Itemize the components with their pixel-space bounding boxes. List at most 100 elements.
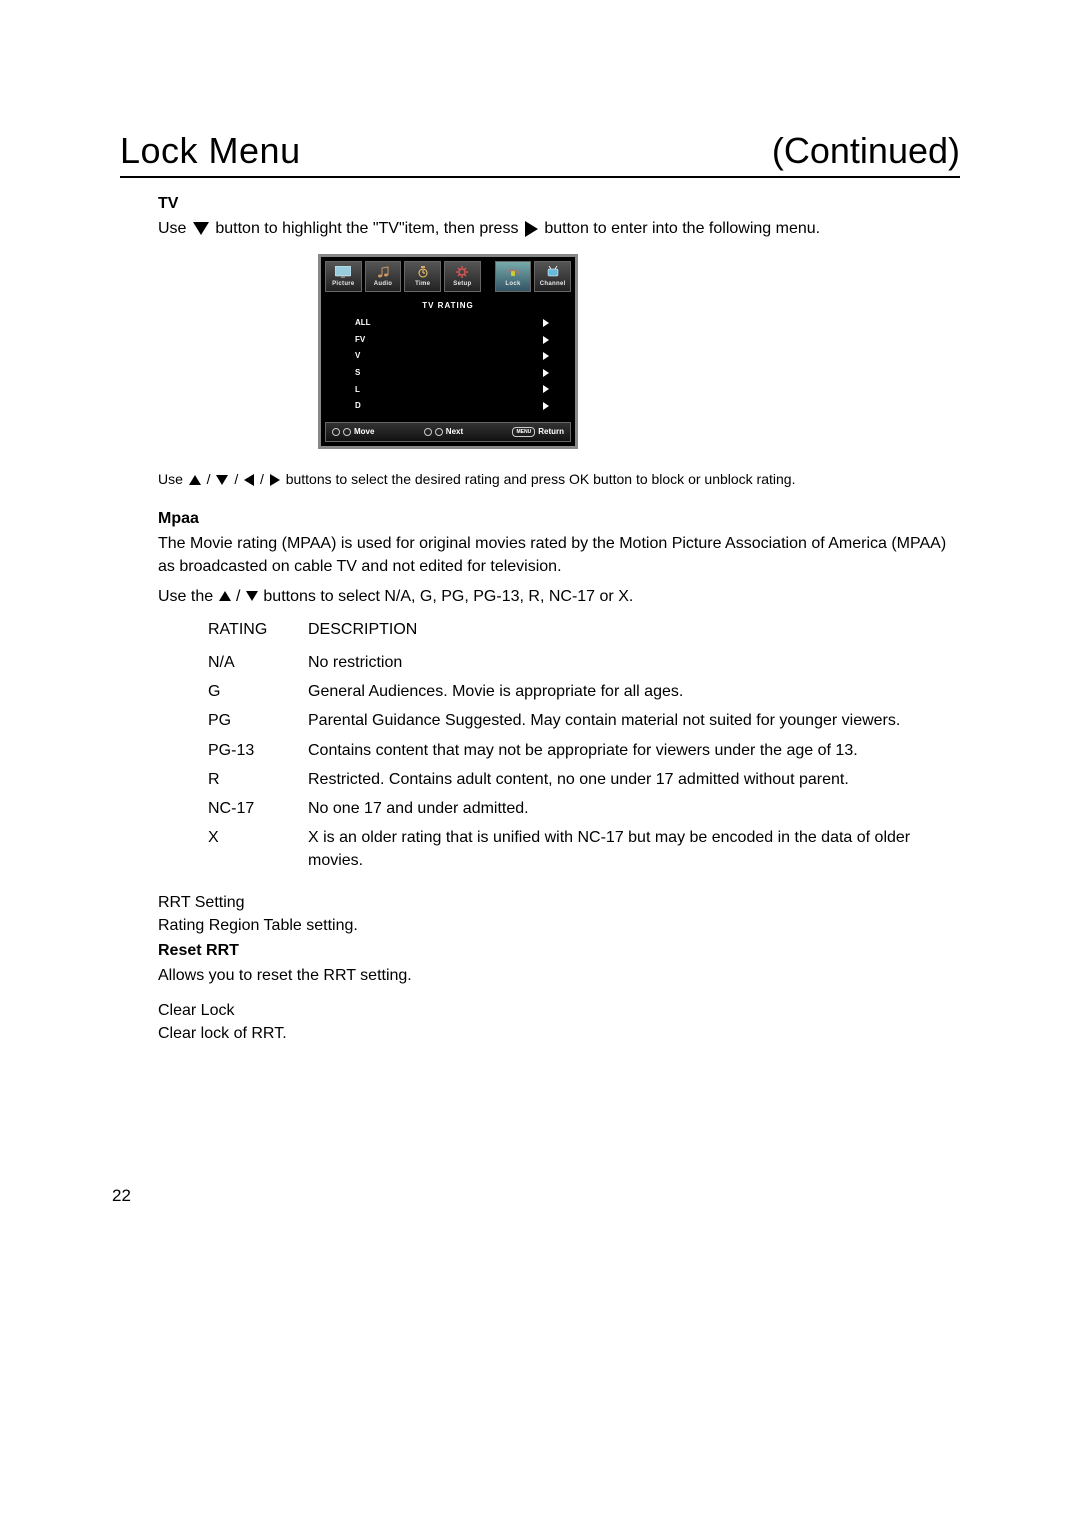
- channel-icon: [544, 265, 562, 279]
- rating-cell: NC-17: [208, 797, 308, 820]
- page-title-right: (Continued): [772, 130, 960, 172]
- osd-tab-setup: Setup: [444, 261, 481, 292]
- text: buttons to select N/A, G, PG, PG-13, R, …: [263, 588, 633, 605]
- nav-icon: [424, 428, 432, 436]
- caret-right-icon: [543, 352, 549, 360]
- rating-cell: X: [208, 826, 308, 872]
- nav-note: Use / / / buttons to select the desired …: [158, 469, 960, 489]
- audio-icon: [374, 265, 392, 279]
- osd-tab-picture: Picture: [325, 261, 362, 292]
- desc-cell: Contains content that may not be appropr…: [308, 739, 960, 762]
- text: Use: [158, 471, 183, 487]
- osd-item: L: [335, 381, 561, 398]
- ok-text: OK: [569, 471, 589, 487]
- osd-footer-move: Move: [332, 426, 374, 438]
- osd-tab-lock: Lock: [495, 261, 532, 292]
- caret-right-icon: [543, 369, 549, 377]
- mpaa-desc-1: The Movie rating (MPAA) is used for orig…: [158, 532, 960, 578]
- osd-item: S: [335, 364, 561, 381]
- down-arrow-icon: [216, 475, 228, 485]
- osd-tab-separator: [484, 261, 492, 292]
- text: Use: [158, 220, 186, 237]
- osd-footer-next: Next: [424, 426, 463, 438]
- text: Next: [446, 426, 463, 438]
- osd-screenshot: Picture Audio Time: [318, 254, 960, 448]
- osd-tab-label: Setup: [453, 280, 471, 289]
- osd-item-label: ALL: [335, 317, 371, 329]
- text: button to enter into the following menu.: [544, 220, 820, 237]
- desc-cell: X is an older rating that is unified wit…: [308, 826, 960, 872]
- rrt-desc: Rating Region Table setting.: [158, 914, 960, 937]
- ratings-row: PG-13Contains content that may not be ap…: [208, 739, 960, 762]
- osd-tab-channel: Channel: [534, 261, 571, 292]
- osd-item: FV: [335, 331, 561, 348]
- osd-item-label: L: [335, 384, 360, 396]
- down-arrow-icon: [246, 591, 258, 601]
- ratings-table: RATING DESCRIPTION N/ANo restriction GGe…: [208, 618, 960, 873]
- tv-instruction: Use button to highlight the "TV"item, th…: [158, 217, 960, 240]
- desc-cell: No restriction: [308, 651, 960, 674]
- page-title-left: Lock Menu: [120, 130, 301, 172]
- tv-heading: TV: [158, 192, 960, 215]
- osd-menu-title: TV RATING: [321, 296, 575, 315]
- osd-item-list: ALL FV V S L D: [321, 315, 575, 423]
- rating-cell: PG: [208, 709, 308, 732]
- mpaa-desc-2: Use the / buttons to select N/A, G, PG, …: [158, 585, 960, 608]
- page-number: 22: [112, 1186, 131, 1206]
- col-rating-header: RATING: [208, 618, 308, 641]
- picture-icon: [334, 265, 352, 279]
- right-arrow-icon: [270, 474, 280, 486]
- body-content: TV Use button to highlight the "TV"item,…: [120, 192, 960, 1046]
- time-icon: [414, 265, 432, 279]
- ratings-row: PGParental Guidance Suggested. May conta…: [208, 709, 960, 732]
- text: Move: [354, 426, 374, 438]
- left-arrow-icon: [244, 474, 254, 486]
- osd-footer: Move Next MENUReturn: [325, 422, 571, 442]
- reset-rrt-heading: Reset RRT: [158, 939, 960, 962]
- osd-item: ALL: [335, 315, 561, 332]
- caret-right-icon: [543, 336, 549, 344]
- page-content: Lock Menu (Continued) TV Use button to h…: [120, 130, 960, 1046]
- ratings-row: XX is an older rating that is unified wi…: [208, 826, 960, 872]
- col-desc-header: DESCRIPTION: [308, 618, 960, 641]
- osd-tab-time: Time: [404, 261, 441, 292]
- ratings-row: NC-17No one 17 and under admitted.: [208, 797, 960, 820]
- lock-icon: [504, 265, 522, 279]
- osd-tab-label: Time: [415, 280, 430, 289]
- setup-icon: [453, 265, 471, 279]
- text: Return: [538, 426, 564, 438]
- text: buttons to select the desired rating and…: [286, 471, 565, 487]
- ratings-header: RATING DESCRIPTION: [208, 618, 960, 641]
- clear-lock-title: Clear Lock: [158, 999, 960, 1022]
- desc-cell: No one 17 and under admitted.: [308, 797, 960, 820]
- nav-icon: [332, 428, 340, 436]
- text: button to block or unblock rating.: [593, 471, 795, 487]
- text: Use the: [158, 588, 213, 605]
- osd-item-label: V: [335, 350, 360, 362]
- desc-cell: Parental Guidance Suggested. May contain…: [308, 709, 960, 732]
- up-arrow-icon: [219, 591, 231, 601]
- desc-cell: General Audiences. Movie is appropriate …: [308, 680, 960, 703]
- osd-item: D: [335, 398, 561, 415]
- rating-cell: R: [208, 768, 308, 791]
- nav-icon: [435, 428, 443, 436]
- caret-right-icon: [543, 319, 549, 327]
- osd-tab-label: Channel: [540, 280, 566, 289]
- rating-cell: N/A: [208, 651, 308, 674]
- osd-item-label: FV: [335, 334, 365, 346]
- osd-tab-audio: Audio: [365, 261, 402, 292]
- reset-rrt-desc: Allows you to reset the RRT setting.: [158, 964, 960, 987]
- osd-tab-label: Lock: [505, 280, 520, 289]
- osd-footer-return: MENUReturn: [512, 426, 564, 438]
- osd-item-label: S: [335, 367, 360, 379]
- title-row: Lock Menu (Continued): [120, 130, 960, 178]
- menu-pill-icon: MENU: [512, 427, 535, 437]
- up-arrow-icon: [189, 475, 201, 485]
- caret-right-icon: [543, 402, 549, 410]
- ratings-row: RRestricted. Contains adult content, no …: [208, 768, 960, 791]
- osd-item-label: D: [335, 400, 361, 412]
- osd-tabs: Picture Audio Time: [321, 257, 575, 296]
- rating-cell: G: [208, 680, 308, 703]
- text: button to highlight the "TV"item, then p…: [215, 220, 518, 237]
- rrt-title: RRT Setting: [158, 891, 960, 914]
